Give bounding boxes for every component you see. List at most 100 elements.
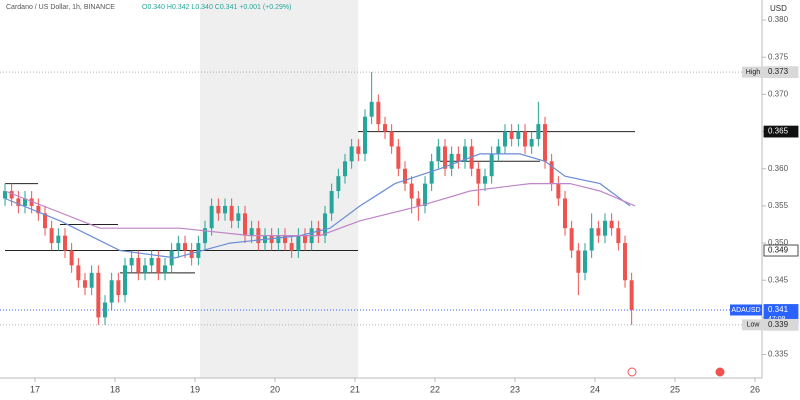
candle-body xyxy=(3,191,7,199)
candle-body xyxy=(389,131,394,147)
candle-body xyxy=(563,198,567,229)
price-badge-value: 0.373 xyxy=(768,67,789,76)
candle-body xyxy=(89,272,94,288)
candle-body xyxy=(496,146,501,154)
candle-body xyxy=(49,228,54,244)
x-tick-label: 25 xyxy=(670,384,680,394)
candle-body xyxy=(516,131,521,140)
candle-body xyxy=(616,228,621,244)
candle-body xyxy=(436,146,441,162)
candle-body xyxy=(16,198,21,206)
candle-body xyxy=(183,243,187,251)
y-tick-label: 0.345 xyxy=(768,275,789,284)
y-tick-label: 0.380 xyxy=(768,15,789,24)
event-icon[interactable] xyxy=(627,367,637,377)
x-tick-label: 17 xyxy=(30,384,40,394)
x-tick-label: 24 xyxy=(590,384,600,394)
candle-body xyxy=(9,191,14,199)
candle-body xyxy=(449,153,454,169)
candle-body xyxy=(549,161,554,184)
symbol-text: Cardano / US Dollar, 1h, BINANCE xyxy=(6,4,115,11)
candle-body xyxy=(543,124,547,162)
x-tick-label: 22 xyxy=(430,384,440,394)
candle-body xyxy=(83,280,87,288)
candle-body xyxy=(323,213,327,236)
moving-average-line xyxy=(4,153,631,259)
y-tick-label: 0.375 xyxy=(768,52,789,61)
candle-body xyxy=(63,235,67,251)
candle-body xyxy=(43,213,47,229)
candle-body xyxy=(403,168,407,184)
price-badge-label-bg xyxy=(730,304,762,316)
candle-body xyxy=(203,228,207,244)
candle-body xyxy=(283,235,287,244)
candle-body xyxy=(523,131,527,147)
candle-body xyxy=(536,124,541,140)
candle-body xyxy=(296,235,301,251)
ohlc-text: O0.340 H0.342 L0.340 C0.341 +0.001 (+0.2… xyxy=(142,4,291,11)
candle-body xyxy=(23,198,27,206)
candle-body xyxy=(463,146,467,162)
price-badge-value: 0.339 xyxy=(768,320,789,329)
candle-body xyxy=(243,213,247,236)
candle-body xyxy=(609,220,614,229)
candle-body xyxy=(216,205,221,214)
candle-body xyxy=(489,153,494,177)
candle-body xyxy=(149,257,154,266)
candle-body xyxy=(356,146,361,154)
candle-body xyxy=(629,280,634,310)
candle-body xyxy=(423,183,427,206)
candle-body xyxy=(589,228,594,251)
candle-body xyxy=(236,213,241,221)
candle-body xyxy=(269,235,274,244)
candle-body xyxy=(143,265,147,273)
price-badge-label: ADAUSD xyxy=(731,307,760,314)
candle-body xyxy=(223,205,227,214)
candle-body xyxy=(503,131,507,147)
candle-body xyxy=(229,205,234,221)
candle-body xyxy=(316,228,321,236)
candle-body xyxy=(623,243,627,281)
price-badge-label-bg xyxy=(742,319,764,331)
candle-body xyxy=(116,280,121,296)
candle-body xyxy=(456,153,461,162)
candle-body xyxy=(276,235,281,244)
candle-body xyxy=(429,161,434,184)
price-badge-label: Low xyxy=(747,322,761,329)
candle-body xyxy=(56,235,61,244)
x-tick-label: 19 xyxy=(190,384,200,394)
y-axis-label: USD xyxy=(770,4,787,13)
candle-body xyxy=(29,198,34,206)
price-badge-value: 0.365 xyxy=(768,127,789,136)
candle-body xyxy=(136,257,141,273)
candle-body xyxy=(603,220,607,236)
candle-body xyxy=(196,243,201,258)
x-tick-label: 21 xyxy=(350,384,360,394)
candle-body xyxy=(69,250,74,266)
candle-body xyxy=(483,176,487,184)
candle-body xyxy=(129,257,134,266)
candle-body xyxy=(189,250,194,258)
x-tick-label: 20 xyxy=(270,384,280,394)
candle-body xyxy=(476,168,481,184)
price-badge xyxy=(763,244,799,257)
candle-body xyxy=(163,265,167,273)
candle-body xyxy=(96,272,101,318)
x-tick-label: 18 xyxy=(110,384,120,394)
candle-body xyxy=(303,235,307,244)
candle-body xyxy=(569,228,574,251)
price-badge-label-bg xyxy=(742,66,764,78)
event-icon[interactable] xyxy=(714,366,726,378)
candle-body xyxy=(103,302,107,318)
candle-body xyxy=(596,228,601,236)
y-tick-label: 0.360 xyxy=(768,164,789,173)
candle-body xyxy=(329,191,334,214)
candle-body xyxy=(109,280,114,303)
y-tick-label: 0.350 xyxy=(768,238,789,247)
price-badge xyxy=(763,318,799,331)
y-tick-label: 0.355 xyxy=(768,201,789,210)
candle-body xyxy=(369,101,374,117)
candle-body xyxy=(509,131,514,140)
